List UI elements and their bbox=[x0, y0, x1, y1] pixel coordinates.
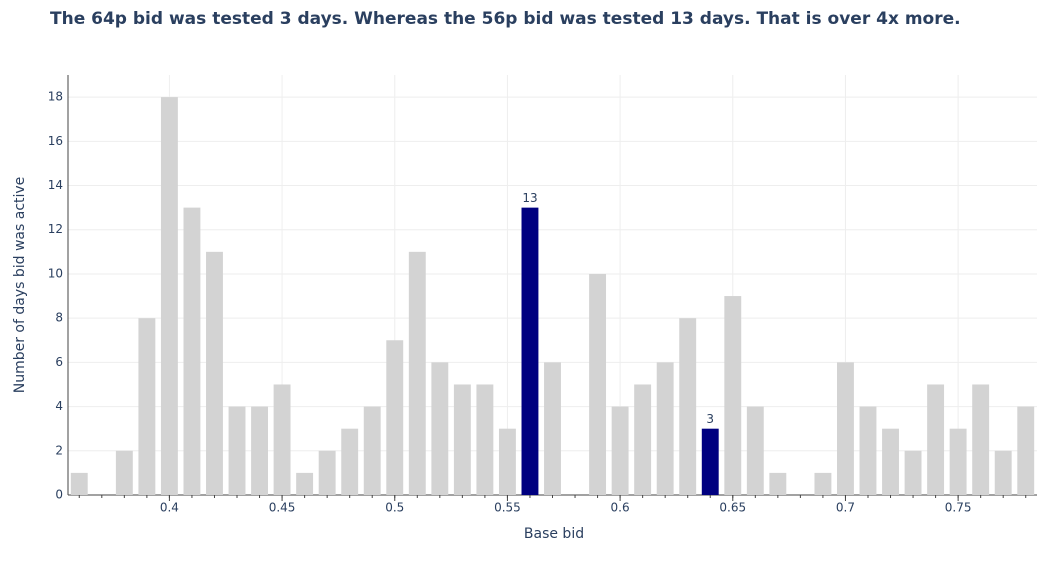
data-label: 13 bbox=[522, 191, 537, 205]
bar bbox=[859, 406, 877, 495]
bar bbox=[206, 251, 223, 495]
bar bbox=[70, 472, 88, 495]
x-tick-label: 0.55 bbox=[494, 501, 521, 515]
y-axis-label: Number of days bid was active bbox=[12, 177, 28, 394]
bar bbox=[882, 428, 899, 495]
bar bbox=[341, 428, 359, 495]
data-label: 3 bbox=[706, 412, 714, 426]
bar bbox=[656, 362, 674, 495]
chart-title: The 64p bid was tested 3 days. Whereas t… bbox=[50, 9, 961, 29]
x-tick-label: 0.7 bbox=[836, 501, 855, 515]
bar bbox=[115, 450, 133, 495]
bar bbox=[453, 384, 471, 495]
bar bbox=[408, 251, 426, 495]
y-tick-label: 12 bbox=[48, 222, 63, 236]
bar bbox=[228, 406, 246, 495]
bar bbox=[498, 428, 516, 495]
bar bbox=[273, 384, 291, 495]
y-tick-label: 16 bbox=[48, 134, 63, 148]
x-tick-label: 0.45 bbox=[269, 501, 296, 515]
bar bbox=[431, 362, 449, 495]
x-axis-label: Base bid bbox=[524, 526, 584, 542]
bar bbox=[296, 472, 314, 495]
x-tick-label: 0.4 bbox=[160, 501, 179, 515]
y-tick-label: 0 bbox=[55, 488, 63, 502]
bar bbox=[160, 97, 178, 496]
bar bbox=[1017, 406, 1035, 495]
bar bbox=[251, 406, 268, 495]
x-tick-label: 0.75 bbox=[945, 501, 972, 515]
bar bbox=[318, 450, 336, 495]
bar bbox=[927, 384, 945, 495]
bar bbox=[138, 318, 156, 495]
y-tick-label: 18 bbox=[48, 90, 63, 104]
bar bbox=[949, 428, 967, 495]
bar bbox=[701, 428, 719, 495]
bar bbox=[837, 362, 854, 495]
x-tick-label: 0.65 bbox=[719, 501, 746, 515]
bar bbox=[634, 384, 652, 495]
x-tick-label: 0.5 bbox=[385, 501, 404, 515]
bar bbox=[724, 296, 742, 495]
y-tick-label: 2 bbox=[55, 443, 63, 457]
y-tick-label: 10 bbox=[48, 266, 63, 280]
bar bbox=[611, 406, 629, 495]
bar bbox=[476, 384, 494, 495]
bar bbox=[972, 384, 990, 495]
bar bbox=[769, 472, 787, 495]
bar bbox=[386, 340, 404, 495]
bar bbox=[183, 207, 201, 495]
y-tick-label: 4 bbox=[55, 399, 63, 413]
y-tick-label: 14 bbox=[48, 178, 63, 192]
y-tick-label: 6 bbox=[55, 355, 63, 369]
bar bbox=[814, 472, 832, 495]
y-tick-label: 8 bbox=[55, 311, 63, 325]
bar bbox=[363, 406, 381, 495]
x-tick-label: 0.6 bbox=[611, 501, 630, 515]
bar bbox=[679, 318, 697, 495]
bar bbox=[994, 450, 1012, 495]
bar bbox=[904, 450, 922, 495]
bar bbox=[521, 207, 539, 495]
bar bbox=[746, 406, 764, 495]
bar bbox=[589, 273, 607, 495]
bar bbox=[544, 362, 561, 495]
